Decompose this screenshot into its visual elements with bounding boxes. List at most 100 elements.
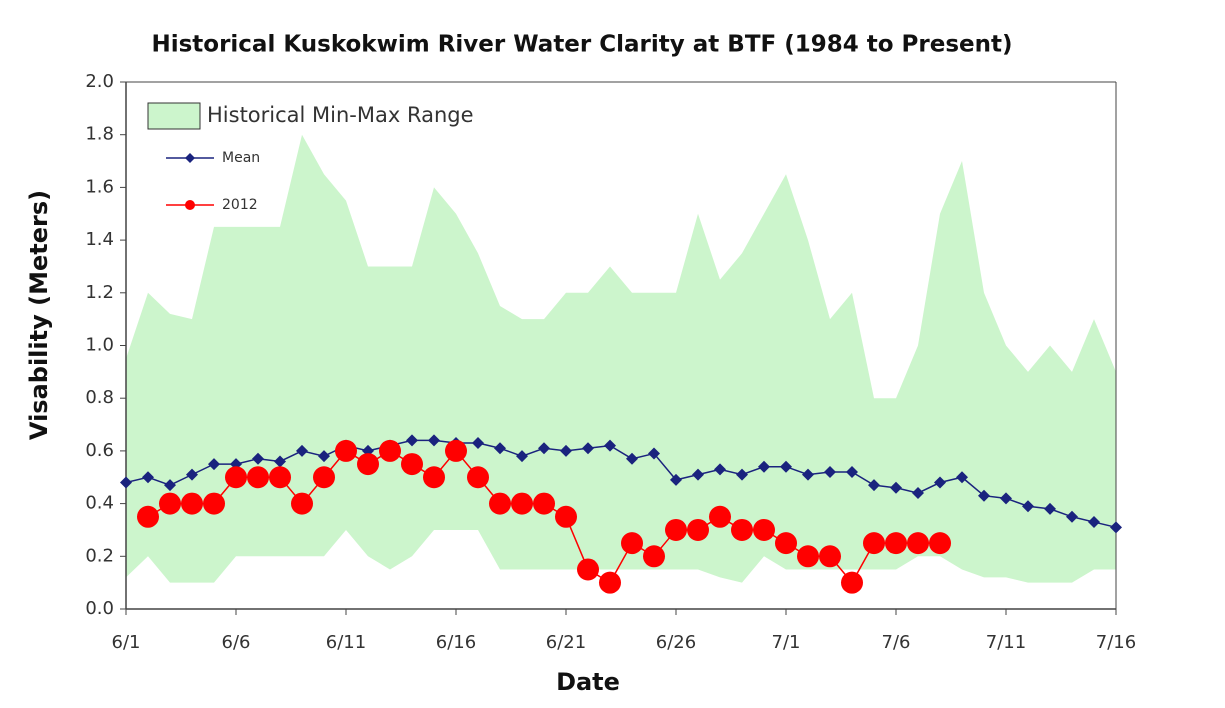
point-marker (643, 545, 665, 568)
mean-marker (978, 489, 990, 502)
mean-marker (120, 476, 132, 489)
mean-marker (736, 468, 748, 481)
mean-marker (714, 463, 726, 476)
y-tick-label: 0.2 (85, 545, 114, 566)
point-marker (313, 466, 335, 489)
mean-marker (802, 468, 814, 481)
point-marker (797, 545, 819, 568)
mean-marker (208, 458, 220, 471)
x-tick-label: 7/16 (1096, 632, 1136, 653)
mean-marker (428, 434, 440, 447)
point-marker (203, 492, 225, 515)
point-marker (511, 492, 533, 515)
point-marker (665, 518, 687, 541)
mean-marker (956, 471, 968, 484)
point-marker (819, 545, 841, 568)
y-tick-label: 1.0 (85, 335, 114, 356)
legend-label: 2012 (222, 197, 258, 213)
point-marker (137, 505, 159, 528)
point-marker (753, 518, 775, 541)
mean-marker (318, 450, 330, 463)
x-tick-label: 6/26 (656, 632, 696, 653)
legend-label: Mean (222, 150, 260, 166)
mean-marker (692, 468, 704, 481)
point-marker (489, 492, 511, 515)
point-marker (731, 518, 753, 541)
point-marker (929, 532, 951, 555)
mean-marker (1088, 516, 1100, 529)
point-marker (181, 492, 203, 515)
mean-marker (494, 442, 506, 455)
mean-marker (758, 460, 770, 473)
mean-marker (406, 434, 418, 447)
y-tick-label: 0.8 (85, 387, 114, 408)
point-marker (423, 466, 445, 489)
mean-marker (296, 444, 308, 457)
point-marker (709, 505, 731, 528)
y-tick-label: 1.8 (85, 124, 114, 145)
point-marker (577, 558, 599, 581)
y-axis-label: Visability (Meters) (25, 190, 53, 440)
point-marker (225, 466, 247, 489)
legend-marker (185, 200, 195, 210)
point-marker (401, 453, 423, 476)
mean-marker (780, 460, 792, 473)
mean-marker (252, 452, 264, 465)
point-marker (467, 466, 489, 489)
point-marker (775, 532, 797, 555)
mean-marker (560, 444, 572, 457)
mean-marker (824, 465, 836, 478)
point-marker (159, 492, 181, 515)
chart-title: Historical Kuskokwim River Water Clarity… (151, 32, 1012, 58)
point-marker (445, 439, 467, 462)
x-tick-label: 6/6 (222, 632, 251, 653)
series-line (125, 439, 1117, 529)
mean-marker (516, 450, 528, 463)
mean-marker (142, 471, 154, 484)
point-marker (885, 532, 907, 555)
mean-marker (670, 473, 682, 486)
point-marker (599, 571, 621, 594)
point-marker (269, 466, 291, 489)
mean-marker (890, 481, 902, 494)
mean-marker (1110, 521, 1122, 534)
mean-marker (582, 442, 594, 455)
point-marker (357, 453, 379, 476)
x-tick-label: 7/1 (772, 632, 801, 653)
point-marker (533, 492, 555, 515)
mean-marker (1022, 500, 1034, 513)
mean-marker (846, 465, 858, 478)
x-tick-label: 6/21 (546, 632, 586, 653)
legend-swatch (147, 102, 201, 130)
x-tick-label: 7/6 (882, 632, 911, 653)
mean-marker (626, 452, 638, 465)
point-marker (863, 532, 885, 555)
y-tick-label: 1.4 (85, 229, 114, 250)
point-marker (687, 518, 709, 541)
x-tick-label: 7/11 (986, 632, 1026, 653)
y-tick-label: 0.4 (85, 493, 114, 514)
mean-marker (648, 447, 660, 460)
point-marker (555, 505, 577, 528)
y-tick-label: 2.0 (85, 71, 114, 92)
point-marker (621, 532, 643, 555)
point-marker (379, 439, 401, 462)
x-tick-label: 6/1 (112, 632, 141, 653)
mean-marker (868, 479, 880, 492)
y-tick-label: 0.0 (85, 598, 114, 619)
mean-marker (912, 487, 924, 500)
x-axis-label: Date (556, 668, 620, 696)
mean-marker (1066, 510, 1078, 523)
mean-marker (604, 439, 616, 452)
point-marker (247, 466, 269, 489)
point-marker (841, 571, 863, 594)
mean-marker (186, 468, 198, 481)
mean-marker (164, 479, 176, 492)
y-tick-label: 1.2 (85, 282, 114, 303)
y-tick-label: 1.6 (85, 176, 114, 197)
mean-marker (1044, 502, 1056, 515)
mean-marker (538, 442, 550, 455)
x-tick-label: 6/11 (326, 632, 366, 653)
legend-label: Historical Min-Max Range (207, 103, 474, 127)
